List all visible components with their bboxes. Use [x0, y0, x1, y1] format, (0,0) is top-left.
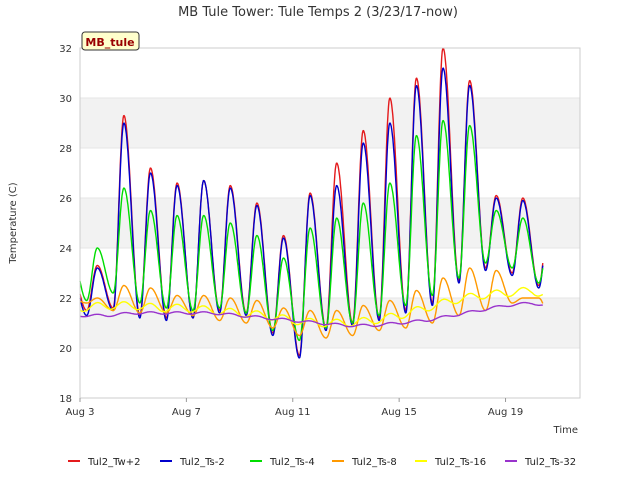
y-axis-label: Temperature (C) [8, 182, 19, 264]
y-tick-label: 26 [59, 194, 72, 205]
grid-band [80, 198, 580, 248]
y-tick-label: 18 [59, 394, 72, 405]
series-line [79, 119, 544, 342]
series-line [79, 67, 544, 359]
legend-item: Tul2_Tw+2 [68, 457, 140, 468]
series-layer [79, 47, 544, 359]
x-axis: Aug 3 Aug 7 Aug 11 Aug 15 Aug 19 [65, 398, 523, 418]
legend-label: Tul2_Ts-32 [524, 457, 576, 468]
x-tick-label: Aug 3 [65, 407, 94, 418]
y-tick-label: 24 [59, 244, 72, 255]
y-tick-label: 28 [59, 144, 72, 155]
y-tick-label: 30 [59, 94, 72, 105]
x-tick-label: Aug 11 [275, 407, 310, 418]
chart-title: MB Tule Tower: Tule Temps 2 (3/23/17-now… [178, 5, 458, 20]
grid-bands [80, 98, 580, 348]
y-tick-label: 20 [59, 344, 72, 355]
series-line [79, 286, 544, 328]
legend-label: Tul2_Ts-8 [351, 457, 397, 468]
legend-item: Tul2_Ts-16 [415, 457, 486, 468]
legend-item: Tul2_Ts-32 [505, 457, 576, 468]
x-tick-label: Aug 19 [488, 407, 523, 418]
series-line [79, 301, 543, 328]
x-tick-label: Aug 7 [172, 407, 201, 418]
station-label-background [81, 31, 140, 51]
legend-label: Tul2_Ts-2 [179, 457, 225, 468]
x-tick-label: Aug 15 [381, 407, 416, 418]
grid-band [80, 98, 580, 148]
legend-item: Tul2_Ts-8 [332, 457, 397, 468]
y-tick-label: 22 [59, 294, 72, 305]
plot-area [79, 47, 581, 399]
legend-label: Tul2_Ts-16 [434, 457, 486, 468]
station-label-box: MB_tule [81, 31, 140, 51]
x-axis-label: Time [553, 425, 578, 436]
legend-label: Tul2_Ts-4 [269, 457, 315, 468]
plot-border [79, 47, 581, 399]
station-label: MB_tule [85, 36, 134, 49]
y-tick-label: 32 [59, 44, 72, 55]
legend-item: Tul2_Ts-4 [250, 457, 315, 468]
y-axis: 18 20 22 24 26 28 30 32 [59, 44, 72, 405]
series-line [79, 267, 544, 339]
legend-item: Tul2_Ts-2 [160, 457, 225, 468]
legend: Tul2_Tw+2 Tul2_Ts-2 Tul2_Ts-4 Tul2_Ts-8 Tul2… [68, 457, 576, 468]
legend-label: Tul2_Tw+2 [87, 457, 140, 468]
